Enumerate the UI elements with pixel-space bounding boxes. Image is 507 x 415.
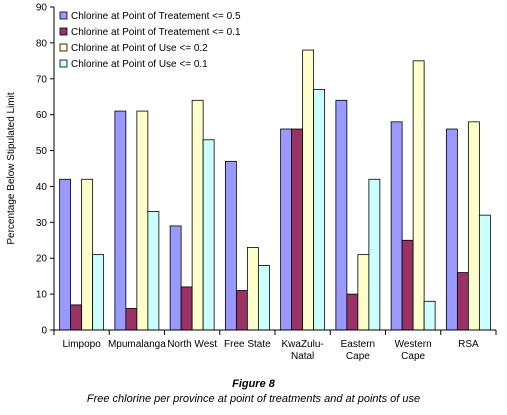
bar	[423, 300, 436, 331]
bar	[302, 49, 315, 331]
bar	[147, 211, 160, 331]
bar	[401, 239, 414, 331]
y-tick-label: 80	[36, 38, 48, 49]
y-tick-label: 70	[36, 74, 48, 85]
bar	[246, 247, 259, 331]
bar	[92, 254, 105, 331]
bar	[478, 214, 491, 331]
figure-caption: Free chlorine per province at point of t…	[86, 393, 421, 405]
x-tick-label: Western Cape	[395, 339, 432, 362]
bar	[445, 128, 458, 331]
y-tick-label: 90	[36, 3, 48, 14]
bar	[136, 110, 149, 331]
bar	[125, 308, 138, 331]
y-tick-label: 0	[41, 326, 47, 337]
legend-swatch	[59, 11, 68, 20]
bar	[70, 304, 83, 331]
bar	[335, 99, 348, 331]
bar	[368, 178, 381, 331]
y-tick-label: 50	[36, 146, 48, 157]
y-axis-title: Percentage Below Stipulated Limit	[6, 92, 17, 245]
y-tick-label: 10	[36, 290, 48, 301]
bar	[357, 254, 370, 331]
bar	[81, 178, 94, 331]
bar	[202, 139, 215, 331]
legend: Chlorine at Point of Treatement <= 0.5 Ch…	[59, 11, 241, 70]
bar	[169, 225, 182, 331]
y-axis: 0 10 20 30 40 50 60 70 80 90	[36, 3, 55, 337]
bar-chart: Percentage Below Stipulated Limit 0 10 20 3…	[6, 3, 497, 362]
bar	[114, 110, 127, 331]
bar	[412, 60, 425, 331]
legend-swatch	[59, 59, 68, 68]
bar	[291, 128, 304, 331]
legend-label: Chlorine at Point of Treatement <= 0.5	[71, 11, 241, 22]
legend-label: Chlorine at Point of Use <= 0.1	[71, 59, 208, 70]
x-tick-label: North West	[167, 339, 217, 350]
x-tick-label: Free State	[224, 339, 271, 350]
x-tick-label: KwaZulu-Natal	[282, 339, 324, 362]
bar	[224, 160, 237, 331]
y-tick-label: 40	[36, 182, 48, 193]
bar	[280, 128, 293, 331]
x-tick-label: Eastern Cape	[341, 339, 375, 362]
legend-label: Chlorine at Point of Treatement <= 0.1	[71, 27, 241, 38]
bar	[346, 293, 359, 331]
bar	[390, 121, 403, 331]
x-tick-label: Limpopo	[62, 339, 101, 350]
x-tick-label: RSA	[458, 339, 479, 350]
bar	[235, 290, 248, 331]
y-tick-label: 30	[36, 218, 48, 229]
y-axis-label: Percentage Below Stipulated Limit	[6, 92, 17, 245]
x-axis: Limpopo Mpumalanga North West Free State Kwa…	[53, 329, 497, 362]
bar	[257, 264, 270, 331]
bar	[313, 89, 326, 331]
figure-label: Figure 8	[232, 378, 275, 390]
legend-swatch	[59, 27, 68, 36]
bar	[180, 286, 193, 331]
bar	[467, 121, 480, 331]
x-tick-label: Mpumalanga	[108, 339, 166, 350]
legend-swatch	[59, 43, 68, 52]
bars	[59, 49, 491, 331]
y-tick-label: 20	[36, 254, 48, 265]
legend-label: Chlorine at Point of Use <= 0.2	[71, 43, 208, 54]
bar	[59, 178, 72, 331]
y-tick-label: 60	[36, 110, 48, 121]
bar	[191, 99, 204, 331]
bar	[456, 272, 469, 331]
